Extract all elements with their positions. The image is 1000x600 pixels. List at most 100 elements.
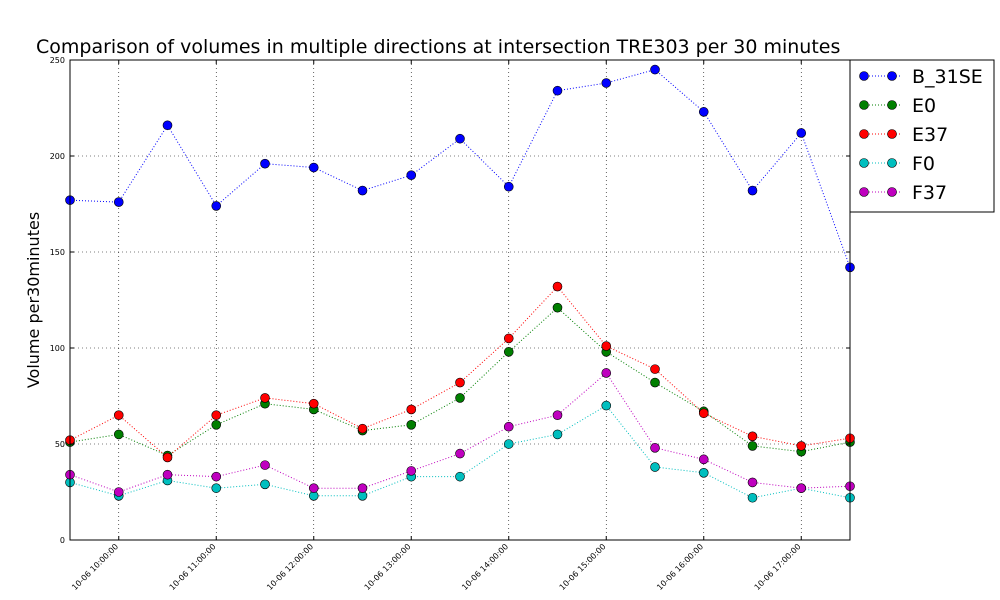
- legend-label: B_31SE: [912, 66, 983, 88]
- y-tick-label: 0: [60, 536, 65, 545]
- x-tick-label: 10-06 11:00:00: [168, 542, 218, 592]
- data-point: [747, 441, 758, 451]
- data-point: [650, 377, 660, 388]
- data-point: [796, 441, 807, 451]
- x-tick-label: 10-06 14:00:00: [460, 542, 510, 592]
- legend-marker: [859, 71, 869, 81]
- data-point: [650, 64, 660, 75]
- data-point: [552, 429, 563, 440]
- series-line: [69, 69, 851, 268]
- plot-area: [69, 59, 851, 541]
- legend-marker: [887, 187, 897, 197]
- data-point: [698, 408, 709, 419]
- legend-marker: [859, 187, 869, 197]
- data-point: [406, 404, 417, 415]
- legend-marker: [887, 100, 897, 110]
- data-point: [260, 158, 270, 169]
- x-tick-label: 10-06 15:00:00: [558, 542, 608, 592]
- data-point: [552, 281, 563, 292]
- data-point: [113, 487, 124, 497]
- y-axis-label: Volume per30minutes: [24, 212, 43, 388]
- data-point: [455, 393, 465, 403]
- data-point: [650, 364, 660, 374]
- gridlines: [70, 60, 850, 540]
- x-tick-label: 10-06 13:00:00: [363, 542, 413, 592]
- data-point: [455, 377, 465, 388]
- legend-label: F0: [912, 153, 935, 175]
- data-point: [308, 483, 319, 493]
- data-point: [406, 419, 417, 430]
- data-point: [601, 78, 612, 88]
- data-point: [601, 400, 612, 411]
- data-point: [796, 128, 807, 138]
- axis-ticks: 0 50 100 150 200 250 10-06 10:00:00 10-06 11:00…: [50, 56, 850, 592]
- data-point: [357, 185, 368, 196]
- data-point: [698, 107, 709, 117]
- data-point: [162, 452, 173, 463]
- legend-marker: [887, 71, 897, 81]
- legend-label: E0: [912, 95, 936, 117]
- legend-marker: [859, 100, 869, 110]
- data-point: [308, 398, 319, 409]
- data-point: [308, 162, 319, 173]
- series-f37: [65, 368, 855, 497]
- data-point: [162, 469, 173, 480]
- legend-marker: [887, 129, 897, 139]
- legend: B_31SE E0 E37 F0 F37: [849, 59, 995, 213]
- data-point: [552, 85, 563, 96]
- y-tick-label: 50: [55, 440, 65, 449]
- legend-label: E37: [912, 124, 948, 146]
- data-point: [747, 492, 758, 503]
- x-tick-label: 10-06 17:00:00: [753, 542, 803, 592]
- data-point: [260, 479, 270, 490]
- data-point: [601, 341, 612, 351]
- data-point: [698, 467, 709, 478]
- data-point: [260, 460, 270, 470]
- data-point: [260, 393, 270, 403]
- data-point: [211, 483, 222, 493]
- data-point: [747, 477, 758, 488]
- x-tick-label: 10-06 16:00:00: [655, 542, 705, 592]
- data-point: [113, 410, 124, 421]
- data-point: [650, 443, 660, 453]
- series-e37: [65, 281, 855, 463]
- y-tick-label: 150: [50, 248, 65, 257]
- data-point: [552, 302, 563, 313]
- legend-marker: [859, 158, 869, 168]
- legend-marker: [887, 158, 897, 168]
- y-tick-label: 250: [50, 56, 65, 65]
- data-point: [357, 483, 368, 493]
- data-point: [796, 483, 807, 493]
- legend-box: [849, 59, 995, 213]
- data-point: [455, 471, 465, 482]
- data-point: [211, 419, 222, 430]
- data-point: [747, 185, 758, 196]
- data-point: [503, 181, 514, 192]
- data-point: [698, 454, 709, 465]
- data-point: [357, 423, 368, 434]
- data-point: [211, 410, 222, 421]
- data-point: [601, 368, 612, 378]
- data-point: [455, 133, 465, 144]
- data-point: [503, 333, 514, 344]
- data-point: [113, 429, 124, 440]
- data-point: [406, 170, 417, 180]
- y-tick-label: 100: [50, 344, 65, 353]
- legend-marker: [859, 129, 869, 139]
- data-point: [552, 410, 563, 421]
- legend-label: F37: [912, 182, 947, 204]
- data-point: [406, 466, 417, 476]
- series-group: [65, 64, 855, 503]
- data-point: [162, 120, 173, 131]
- data-point: [503, 421, 514, 432]
- data-point: [113, 197, 124, 207]
- y-tick-label: 200: [50, 152, 65, 161]
- data-point: [503, 347, 514, 357]
- chart-title: Comparison of volumes in multiple direct…: [36, 36, 840, 58]
- x-tick-label: 10-06 12:00:00: [265, 542, 315, 592]
- data-point: [747, 431, 758, 442]
- x-tick-label: 10-06 10:00:00: [70, 542, 120, 592]
- series-b_31se: [65, 64, 855, 273]
- data-point: [211, 201, 222, 211]
